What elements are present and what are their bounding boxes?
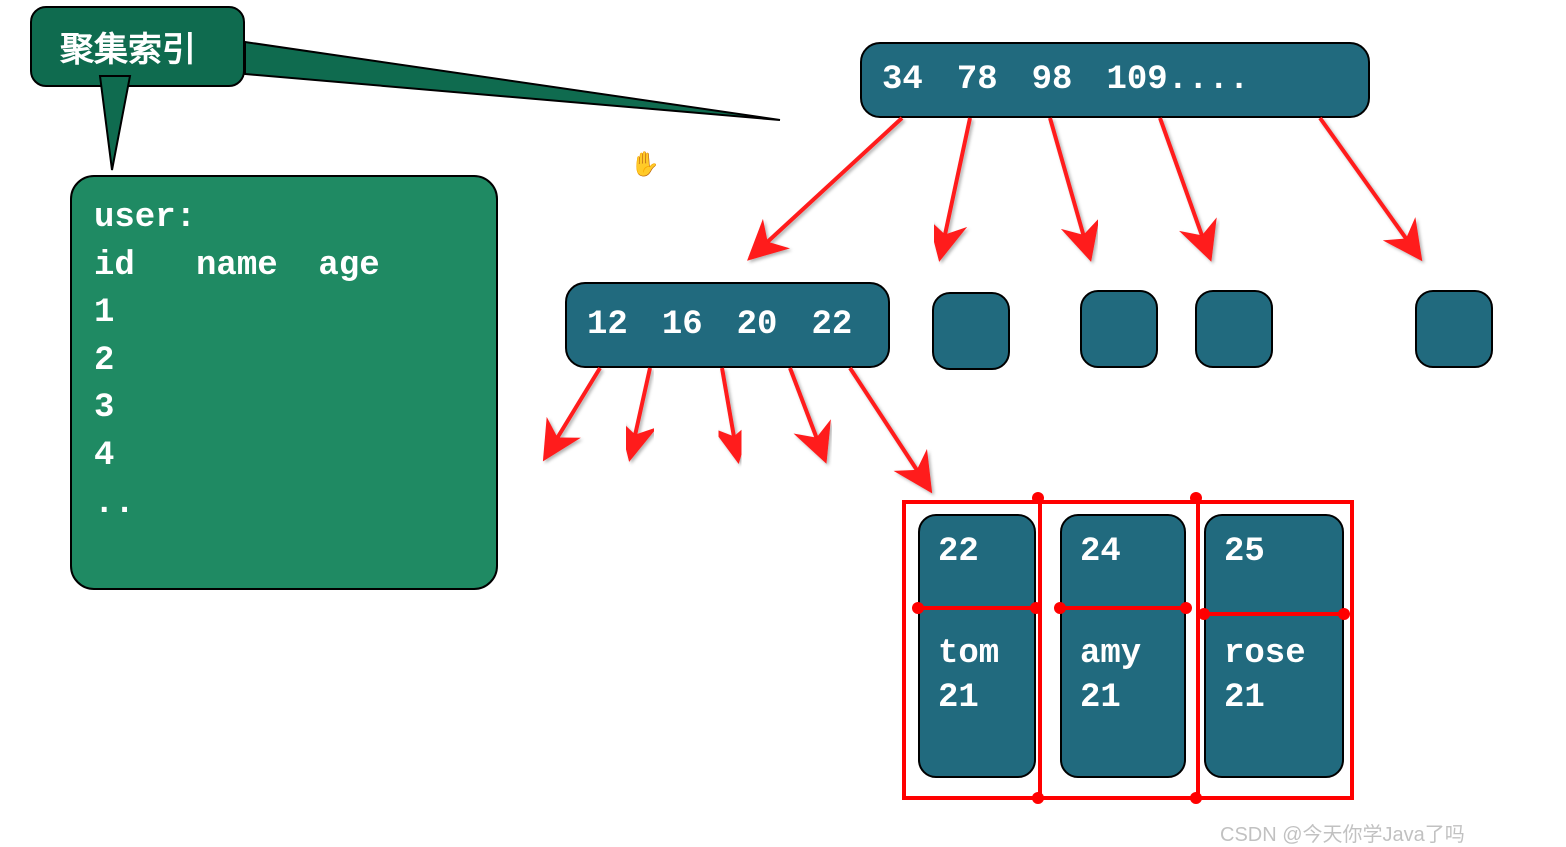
callout-label: 聚集索引: [60, 31, 196, 69]
l2-val: 12: [587, 306, 628, 344]
selection-handle-dot: [1198, 608, 1210, 620]
leaf-age: 21: [1224, 676, 1324, 720]
placeholder-node: [932, 292, 1010, 370]
l2-val: 16: [662, 306, 703, 344]
selection-handle-dot: [912, 602, 924, 614]
leaf-divider-v: [1038, 500, 1042, 800]
leaf-name: amy: [1080, 632, 1166, 676]
hand-cursor-icon: ✋: [630, 150, 660, 180]
arrows-from-level2: [545, 368, 930, 490]
leaf-id: 24: [1080, 530, 1166, 574]
l2-val: 22: [811, 306, 852, 344]
leaf-age: 21: [938, 676, 1016, 720]
root-val: 78: [957, 61, 998, 99]
leaf-node: 25 rose 21: [1204, 514, 1344, 778]
selection-handle-dot: [1032, 492, 1044, 504]
selection-handle-dot: [1030, 602, 1042, 614]
schema-columns: id name age: [94, 243, 474, 291]
schema-row: ..: [94, 481, 474, 529]
root-val: 34: [882, 61, 923, 99]
schema-title: user:: [94, 195, 474, 243]
callout-bubble: 聚集索引: [30, 6, 245, 87]
watermark: CSDN @今天你学Java了吗: [1220, 818, 1465, 847]
placeholder-node: [1415, 290, 1493, 368]
root-node: 34 78 98 109....: [860, 42, 1370, 118]
selection-handle-dot: [1032, 792, 1044, 804]
root-val: 98: [1032, 61, 1073, 99]
root-val: 109....: [1106, 61, 1249, 99]
selection-handle-dot: [1190, 792, 1202, 804]
leaf-id: 22: [938, 530, 1016, 574]
schema-row: 1: [94, 290, 474, 338]
leaf-divider-v: [1196, 500, 1200, 800]
schema-row: 2: [94, 338, 474, 386]
leaf-node: 24 amy 21: [1060, 514, 1186, 778]
selection-handle-dot: [1180, 602, 1192, 614]
level2-node: 12 16 20 22: [565, 282, 890, 368]
selection-handle-dot: [1338, 608, 1350, 620]
schema-box: user: id name age 1 2 3 4 ..: [70, 175, 498, 590]
placeholder-node: [1080, 290, 1158, 368]
l2-val: 20: [737, 306, 778, 344]
placeholder-node: [1195, 290, 1273, 368]
leaf-age: 21: [1080, 676, 1166, 720]
selection-handle-dot: [1190, 492, 1202, 504]
leaf-name: rose: [1224, 632, 1324, 676]
selection-handle-dot: [1054, 602, 1066, 614]
schema-row: 4: [94, 433, 474, 481]
leaf-id: 25: [1224, 530, 1324, 574]
arrows-from-root: [750, 118, 1420, 258]
schema-row: 3: [94, 385, 474, 433]
leaf-node: 22 tom 21: [918, 514, 1036, 778]
leaf-name: tom: [938, 632, 1016, 676]
